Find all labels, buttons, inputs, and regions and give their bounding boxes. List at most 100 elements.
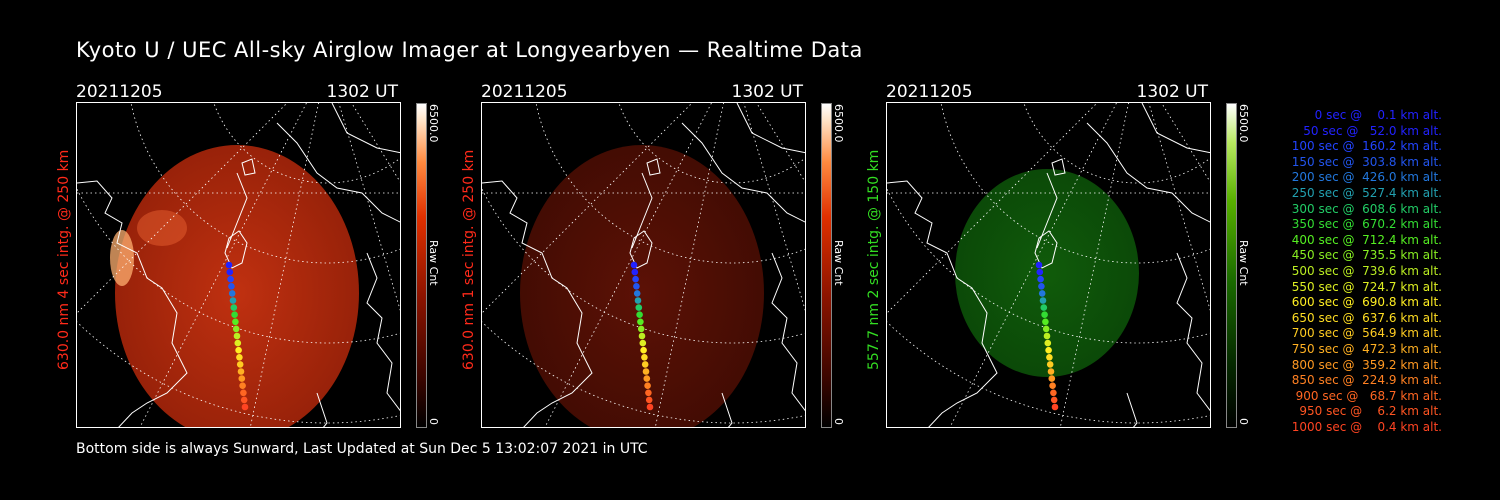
trajectory-point xyxy=(232,318,239,326)
legend-entry: 350 sec @ 670.2 km alt. xyxy=(1287,217,1442,232)
trajectory-point xyxy=(1042,318,1049,326)
legend-entry: 300 sec @ 608.6 km alt. xyxy=(1287,201,1442,216)
legend-entry: 200 sec @ 426.0 km alt. xyxy=(1287,170,1442,185)
grid-line xyxy=(139,103,307,427)
panel-3-image xyxy=(886,102,1211,428)
legend-entry: 250 sec @ 527.4 km alt. xyxy=(1287,185,1442,200)
trajectory-point xyxy=(241,403,249,411)
grid-line xyxy=(482,103,693,314)
trajectory-point xyxy=(1038,283,1045,290)
trajectory-point xyxy=(239,382,246,390)
trajectory-point xyxy=(229,297,237,304)
grid-line xyxy=(1148,103,1210,311)
trajectory-point xyxy=(230,304,238,311)
trajectory-point xyxy=(1048,375,1056,382)
trajectory-point xyxy=(1042,325,1050,333)
auroral-brightening xyxy=(110,230,134,286)
trajectory-point xyxy=(1046,361,1054,368)
panel-2-date: 20211205 xyxy=(481,82,568,102)
grid-line xyxy=(1059,103,1129,427)
panel-3-cbar-max: 6500.0 xyxy=(1237,104,1250,143)
legend-entry: 150 sec @ 303.8 km alt. xyxy=(1287,154,1442,169)
legend-entry: 850 sec @ 224.9 km alt. xyxy=(1287,373,1442,388)
trajectory-point xyxy=(643,375,651,382)
legend-entry: 550 sec @ 724.7 km alt. xyxy=(1287,279,1442,294)
trajectory-point xyxy=(1044,339,1052,347)
panel-1-colorbar xyxy=(416,103,427,428)
trajectory-point xyxy=(225,261,233,269)
grid-line xyxy=(249,103,319,427)
trajectory-point xyxy=(1046,354,1053,361)
panel-1-time: 1302 UT xyxy=(326,82,399,102)
trajectory-point xyxy=(631,268,639,276)
trajectory-point xyxy=(639,339,647,347)
trajectory-point xyxy=(640,346,647,354)
panel-3-ylabel: 557.7 nm 2 sec intg. @ 150 km xyxy=(866,149,882,370)
trajectory-point xyxy=(240,396,248,404)
trajectory-point xyxy=(228,283,235,290)
legend-entry: 0 sec @ 0.1 km alt. xyxy=(1303,108,1442,122)
grid-line xyxy=(1161,103,1210,183)
coastline xyxy=(77,103,400,427)
island-outline xyxy=(224,158,256,269)
trajectory-point xyxy=(233,332,241,340)
trajectory-point xyxy=(238,375,246,382)
trajectory-point xyxy=(1040,304,1048,311)
panel-2-time: 1302 UT xyxy=(731,82,804,102)
trajectory-point xyxy=(231,311,238,318)
trajectory-point xyxy=(638,332,646,340)
trajectory-point xyxy=(1037,275,1044,283)
legend-entry: 50 sec @ 52.0 km alt. xyxy=(1295,123,1442,138)
trajectory-point xyxy=(1043,332,1051,340)
trajectory-point xyxy=(636,311,643,318)
coastline xyxy=(482,103,805,427)
trajectory-point xyxy=(1035,261,1043,269)
trajectory-point xyxy=(237,368,245,375)
trajectory-point xyxy=(646,403,654,411)
grid-line xyxy=(544,103,712,427)
grid-line xyxy=(949,103,1117,427)
trajectory-point xyxy=(632,275,639,283)
legend-entry: 100 sec @ 160.2 km alt. xyxy=(1287,139,1442,154)
trajectory-point xyxy=(228,290,236,297)
trajectory-point xyxy=(240,389,247,397)
grid-line xyxy=(654,103,724,427)
trajectory-point xyxy=(641,361,649,368)
trajectory-point xyxy=(1047,368,1055,375)
grid-line xyxy=(887,103,1098,314)
panel-1-ylabel: 630.0 nm 4 sec intg. @ 250 km xyxy=(56,149,72,370)
trajectory-point xyxy=(232,325,240,333)
legend-entry: 950 sec @ 6.2 km alt. xyxy=(1295,404,1442,419)
grid-line xyxy=(756,103,805,183)
trajectory-point xyxy=(645,396,653,404)
panel-2-colorbar xyxy=(821,103,832,428)
trajectory-point xyxy=(1036,268,1044,276)
legend-entry: 450 sec @ 735.5 km alt. xyxy=(1287,248,1442,263)
panel-3-cbar-min: 0 xyxy=(1237,418,1250,425)
trajectory-legend: 0 sec @ 0.1 km alt. 50 sec @ 52.0 km alt… xyxy=(1268,108,1442,435)
legend-entry: 400 sec @ 712.4 km alt. xyxy=(1287,232,1442,247)
island-outline xyxy=(629,158,661,269)
legend-entry: 1000 sec @ 0.4 km alt. xyxy=(1291,419,1442,434)
trajectory-point xyxy=(236,361,244,368)
trajectory-point xyxy=(645,389,652,397)
trajectory-point xyxy=(234,339,242,347)
panel-3-colorbar xyxy=(1226,103,1237,428)
trajectory-point xyxy=(1050,389,1057,397)
trajectory-point xyxy=(630,261,638,269)
grid-line xyxy=(351,103,400,183)
legend-entry: 650 sec @ 637.6 km alt. xyxy=(1287,310,1442,325)
grid-line xyxy=(77,103,288,314)
panel-1-cbar-min: 0 xyxy=(427,418,440,425)
panel-2-cbar-unit: Raw Cnt xyxy=(832,240,845,286)
trajectory-point xyxy=(1049,382,1056,390)
airglow-image xyxy=(955,169,1139,377)
trajectory-point xyxy=(641,354,648,361)
panel-3-cbar-unit: Raw Cnt xyxy=(1237,240,1250,286)
island-outline xyxy=(1034,158,1066,269)
legend-entry: 700 sec @ 564.9 km alt. xyxy=(1287,326,1442,341)
trajectory-point xyxy=(633,283,640,290)
trajectory-point xyxy=(634,297,642,304)
trajectory-point xyxy=(635,304,643,311)
panel-3-time: 1302 UT xyxy=(1136,82,1209,102)
